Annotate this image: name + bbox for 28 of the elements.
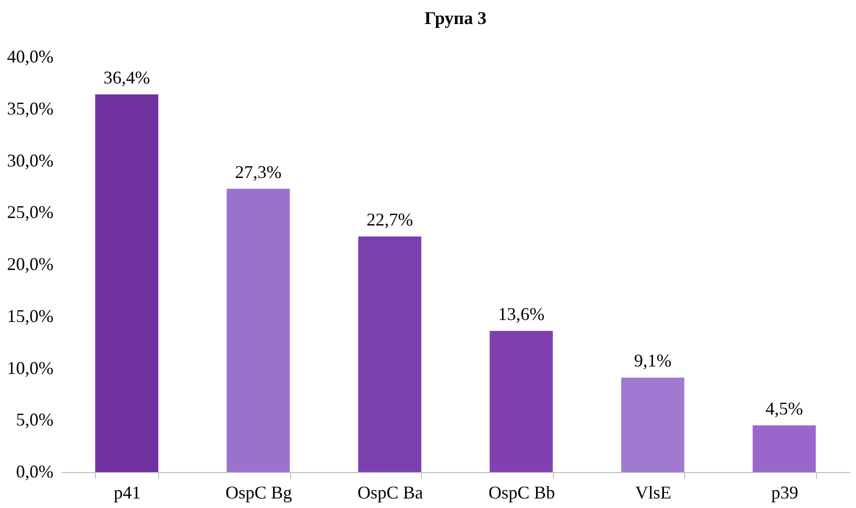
data-label: 9,1% (634, 350, 672, 371)
x-tick-label: OspC Bb (488, 482, 556, 502)
y-tick-label: 10,0% (7, 358, 54, 378)
x-tick-label: p41 (114, 482, 141, 502)
y-tick-label: 30,0% (7, 150, 54, 170)
y-tick-label: 5,0% (16, 410, 54, 430)
y-tick-label: 40,0% (7, 46, 54, 66)
y-tick-label: 0,0% (16, 462, 54, 482)
bar (621, 378, 684, 472)
y-tick-label: 35,0% (7, 98, 54, 118)
y-tick-label: 25,0% (7, 202, 54, 222)
bar (358, 236, 422, 472)
bar (490, 330, 553, 472)
y-tick-label: 15,0% (7, 306, 54, 326)
data-label: 4,5% (766, 398, 803, 418)
data-label: 22,7% (366, 209, 413, 230)
x-tick-label: VlsE (635, 482, 672, 502)
x-tick-label: OspC Ba (357, 482, 424, 502)
bar (95, 94, 158, 472)
chart-title: Група 3 (424, 8, 486, 28)
bar (226, 188, 290, 472)
data-label: 27,3% (235, 162, 282, 182)
x-tick-label: p39 (771, 482, 798, 502)
bar (752, 425, 816, 472)
x-tick-label: OspC Bg (225, 482, 292, 502)
data-label: 13,6% (498, 304, 544, 324)
y-tick-label: 20,0% (7, 254, 54, 274)
data-label: 36,4% (104, 67, 150, 88)
